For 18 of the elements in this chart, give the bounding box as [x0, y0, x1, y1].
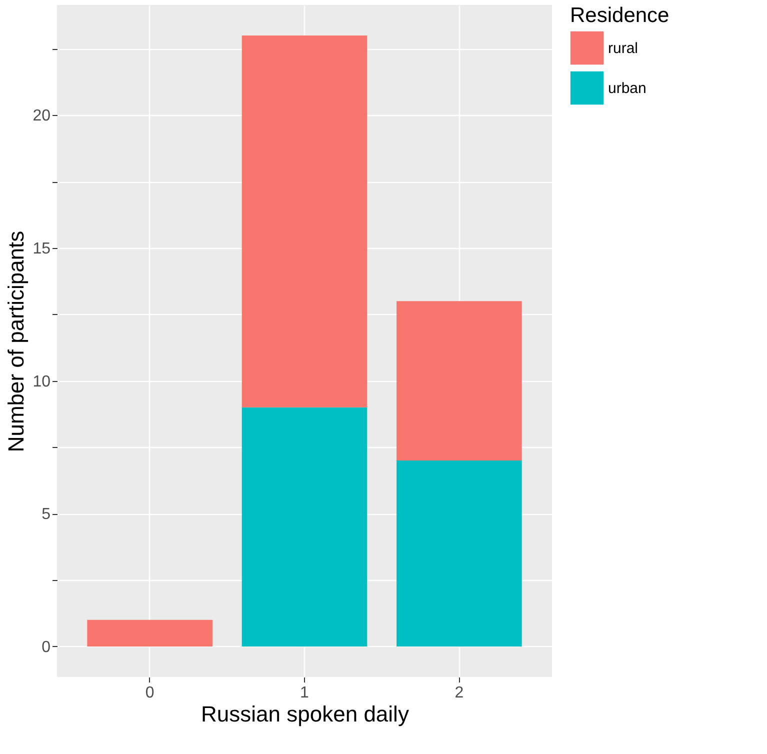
y-tick-label: 15 [32, 240, 51, 258]
y-tick-label: 10 [32, 373, 51, 390]
bar [396, 301, 522, 461]
y-tick-label: 5 [42, 506, 51, 524]
bar [87, 620, 212, 646]
y-axis-title: Number of participants [4, 230, 29, 452]
x-tick-label: 1 [300, 684, 310, 702]
y-tick-label: 0 [42, 638, 51, 656]
bar [242, 36, 368, 408]
legend-label: urban [608, 80, 646, 97]
x-tick-label: 0 [145, 684, 154, 702]
x-axis-title: Russian spoken daily [201, 702, 409, 726]
legend-title: Residence [570, 4, 670, 27]
bar [396, 460, 522, 646]
x-tick-label: 2 [454, 684, 464, 702]
bar [242, 407, 368, 646]
legend-label: rural [608, 40, 638, 57]
y-tick-label: 20 [32, 108, 51, 125]
